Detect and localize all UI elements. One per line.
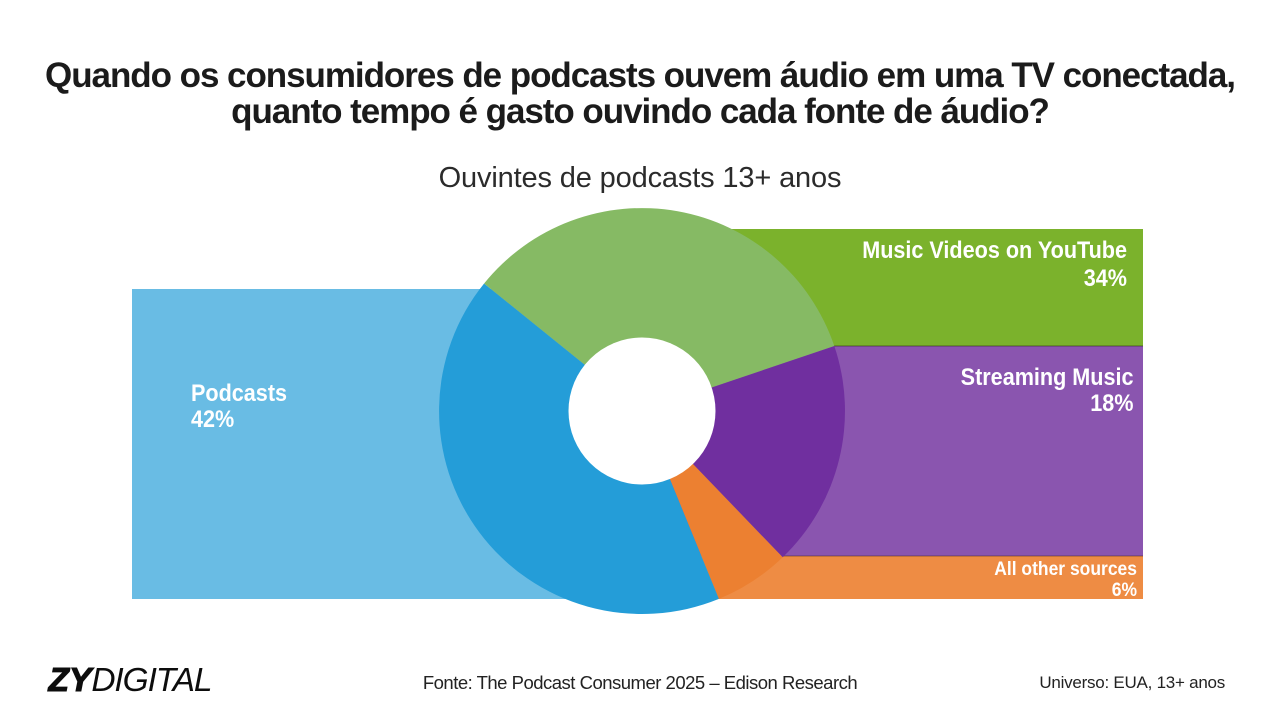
svg-text:All other sources: All other sources [994, 557, 1137, 579]
svg-text:18%: 18% [1090, 389, 1133, 416]
svg-text:Podcasts: Podcasts [191, 379, 287, 406]
svg-text:6%: 6% [1112, 578, 1137, 600]
svg-text:Music Videos on YouTube: Music Videos on YouTube [862, 236, 1127, 263]
svg-text:42%: 42% [191, 405, 234, 432]
svg-text:34%: 34% [1084, 264, 1127, 291]
svg-text:Streaming Music: Streaming Music [961, 363, 1134, 390]
